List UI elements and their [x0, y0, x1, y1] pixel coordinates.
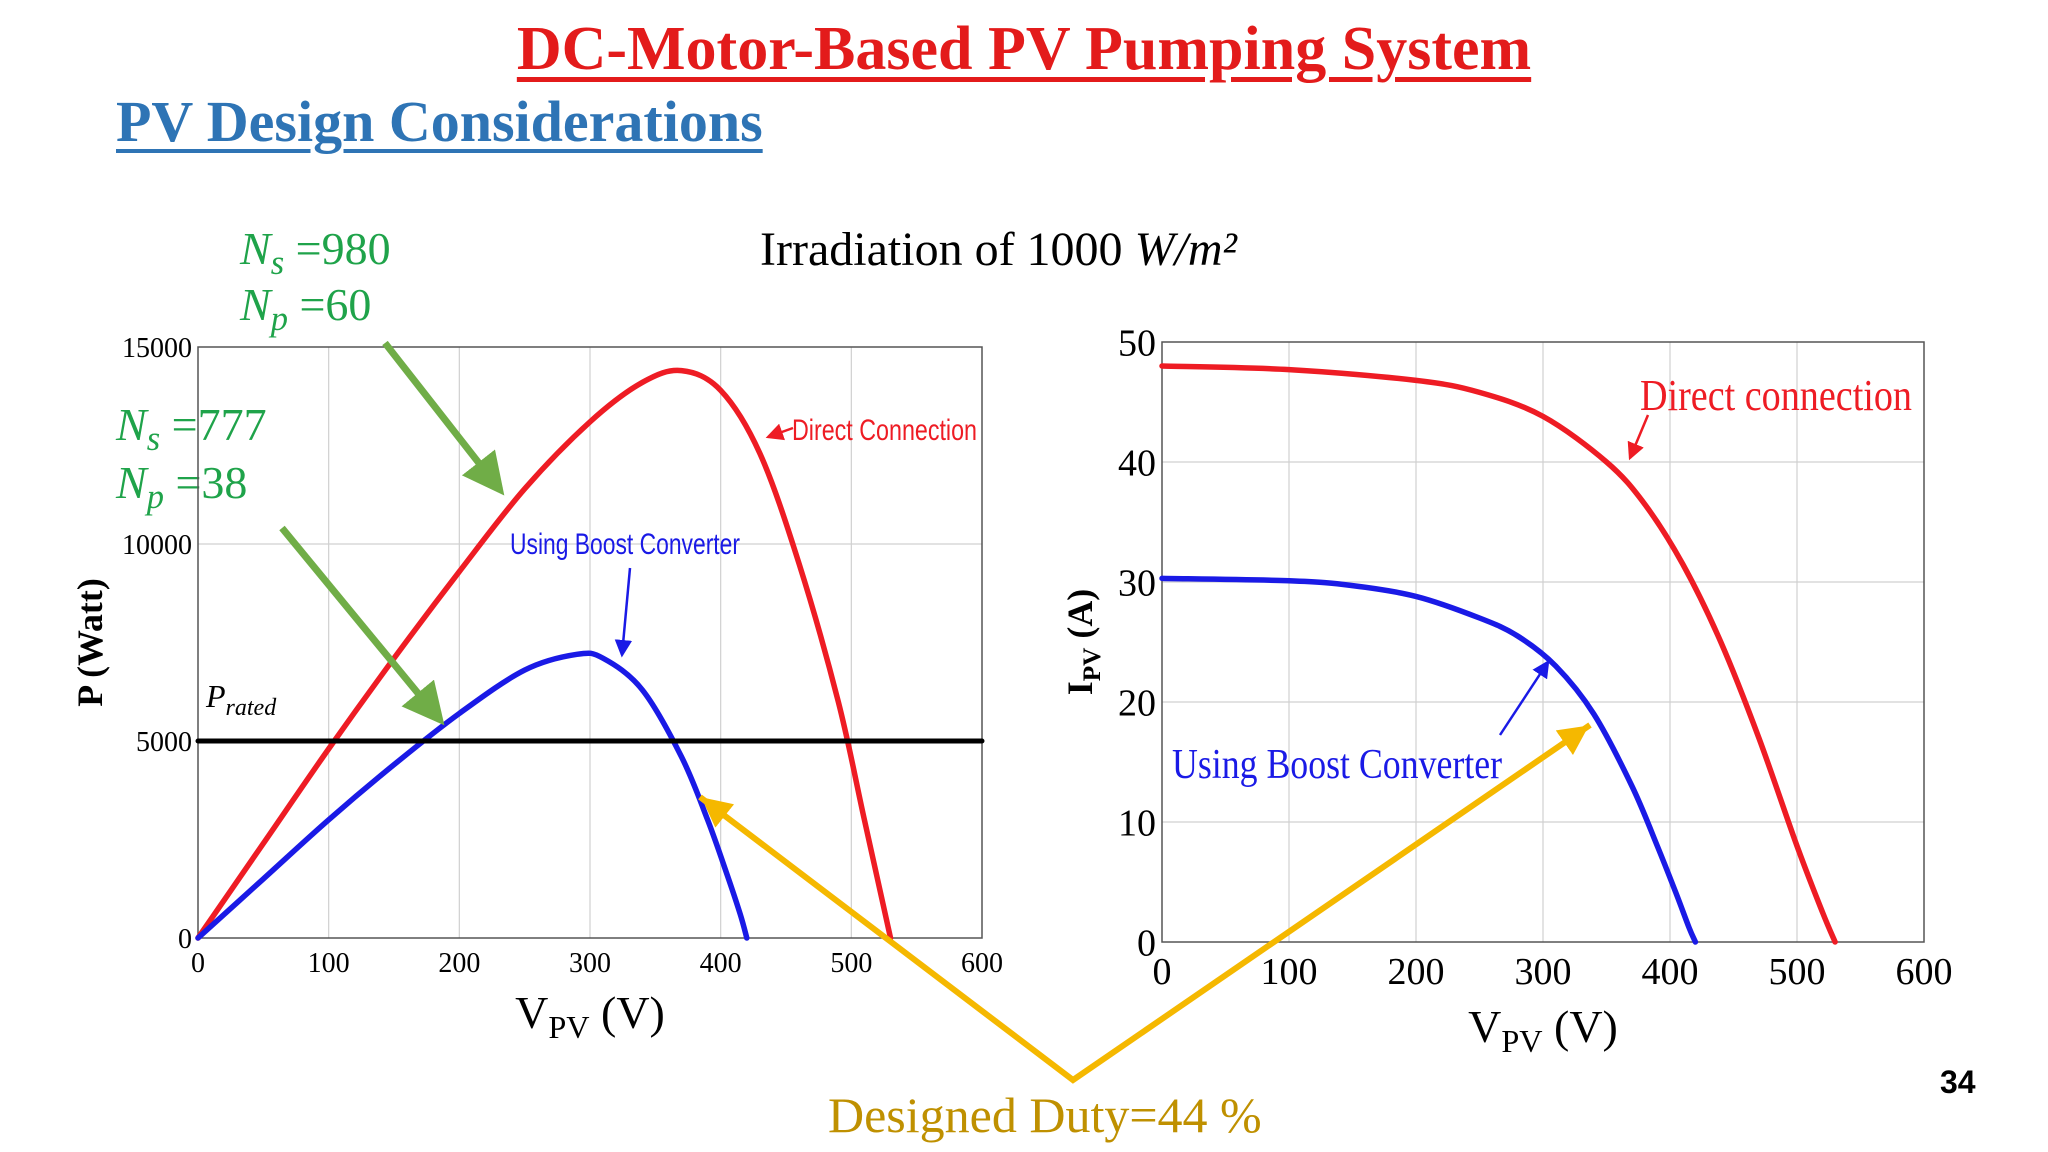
- series-line-using-boost-converter: [1159, 575, 1699, 945]
- x-tick-label: 300: [1515, 951, 1572, 993]
- boost-converter-label-2: Using Boost Converter: [1172, 742, 1502, 788]
- y-tick-label: 50: [1118, 322, 1156, 364]
- plot-frame: [197, 346, 983, 939]
- x-tick-label: 600: [961, 948, 1003, 979]
- boost-design-arrow: [279, 525, 445, 726]
- y-axis-label: P (Watt): [70, 578, 110, 707]
- boost-ns-label: Ns =777: [116, 398, 267, 459]
- direct-connection-arrow-2: [1627, 414, 1650, 461]
- x-axis-label: VPV (V): [1468, 1001, 1618, 1059]
- x-tick-label: 0: [1153, 951, 1172, 993]
- direct-ns-text: Ns =980: [240, 223, 391, 283]
- series-line-using-boost-converter: [195, 650, 750, 941]
- y-tick-label: 5000: [136, 727, 192, 758]
- irradiation-title: Irradiation of 1000 W/m²: [760, 222, 1237, 277]
- x-tick-label: 400: [1642, 951, 1699, 993]
- subtitle: PV Design Considerations: [116, 89, 763, 154]
- direct-design-arrow: [382, 340, 505, 496]
- irradiation-prefix: Irradiation of 1000: [760, 223, 1135, 276]
- x-tick-label: 400: [700, 948, 742, 979]
- boost-converter-arrow-2: [1498, 659, 1550, 736]
- direct-ns-label: Ns =980: [240, 222, 391, 283]
- y-tick-label: 0: [178, 924, 192, 955]
- y-tick-label: 30: [1118, 562, 1156, 604]
- power-voltage-chart: 0 100 200 300 400 500 600 0 5000 10000 15000 VPV (V…: [70, 333, 1003, 1045]
- page-number: 34: [1940, 1064, 1976, 1100]
- y-tick-label: 15000: [122, 333, 192, 364]
- x-tick-label: 500: [1769, 951, 1826, 993]
- y-tick-label: 40: [1118, 442, 1156, 484]
- current-voltage-chart: 0 100 200 300 400 500 600 0 10 20 30 40 50 VPV (V) IPV…: [1060, 322, 1953, 1059]
- x-tick-label: 300: [569, 948, 611, 979]
- series-line-direct-connection: [1159, 363, 1838, 945]
- x-tick-label: 500: [830, 948, 872, 979]
- x-tick-label: 600: [1896, 951, 1953, 993]
- direct-np-label: Np =60: [240, 278, 371, 339]
- direct-connection-arrow-1: [765, 423, 794, 441]
- boost-ns-text: Ns =777: [116, 399, 267, 459]
- direct-np-text: Np =60: [240, 279, 372, 339]
- duty-arrowhead-right: [1555, 725, 1589, 756]
- x-tick-label: 0: [191, 948, 205, 979]
- x-tick-label: 100: [1261, 951, 1318, 993]
- boost-converter-arrow-1: [614, 567, 633, 658]
- direct-connection-label-1: Direct Connection: [792, 414, 977, 447]
- p-rated-label: Prated: [205, 678, 277, 721]
- boost-np-label: Np =38: [116, 456, 247, 517]
- irradiation-unit: W/m²: [1134, 223, 1237, 276]
- y-tick-label: 10000: [122, 530, 192, 561]
- designed-duty-label: Designed Duty=44 %: [828, 1087, 1262, 1143]
- x-tick-label: 200: [1388, 951, 1445, 993]
- direct-connection-label-2: Direct connection: [1640, 371, 1912, 420]
- duty-arrowhead-left: [701, 797, 735, 828]
- y-axis-label: IPV (A): [1060, 589, 1106, 695]
- y-tick-label: 10: [1118, 802, 1156, 844]
- boost-np-text: Np =38: [116, 457, 248, 517]
- y-tick-label: 20: [1118, 682, 1156, 724]
- x-axis-label: VPV (V): [515, 987, 665, 1045]
- main-title: DC-Motor-Based PV Pumping System: [516, 15, 1532, 83]
- x-tick-label: 100: [308, 948, 350, 979]
- y-tick-label: 0: [1137, 922, 1156, 964]
- x-tick-label: 200: [438, 948, 480, 979]
- designed-duty-arrows: [698, 722, 1592, 1084]
- boost-converter-label-1: Using Boost Converter: [510, 528, 740, 561]
- plot-frame: [1161, 341, 1925, 943]
- series-line-direct-connection: [195, 367, 894, 941]
